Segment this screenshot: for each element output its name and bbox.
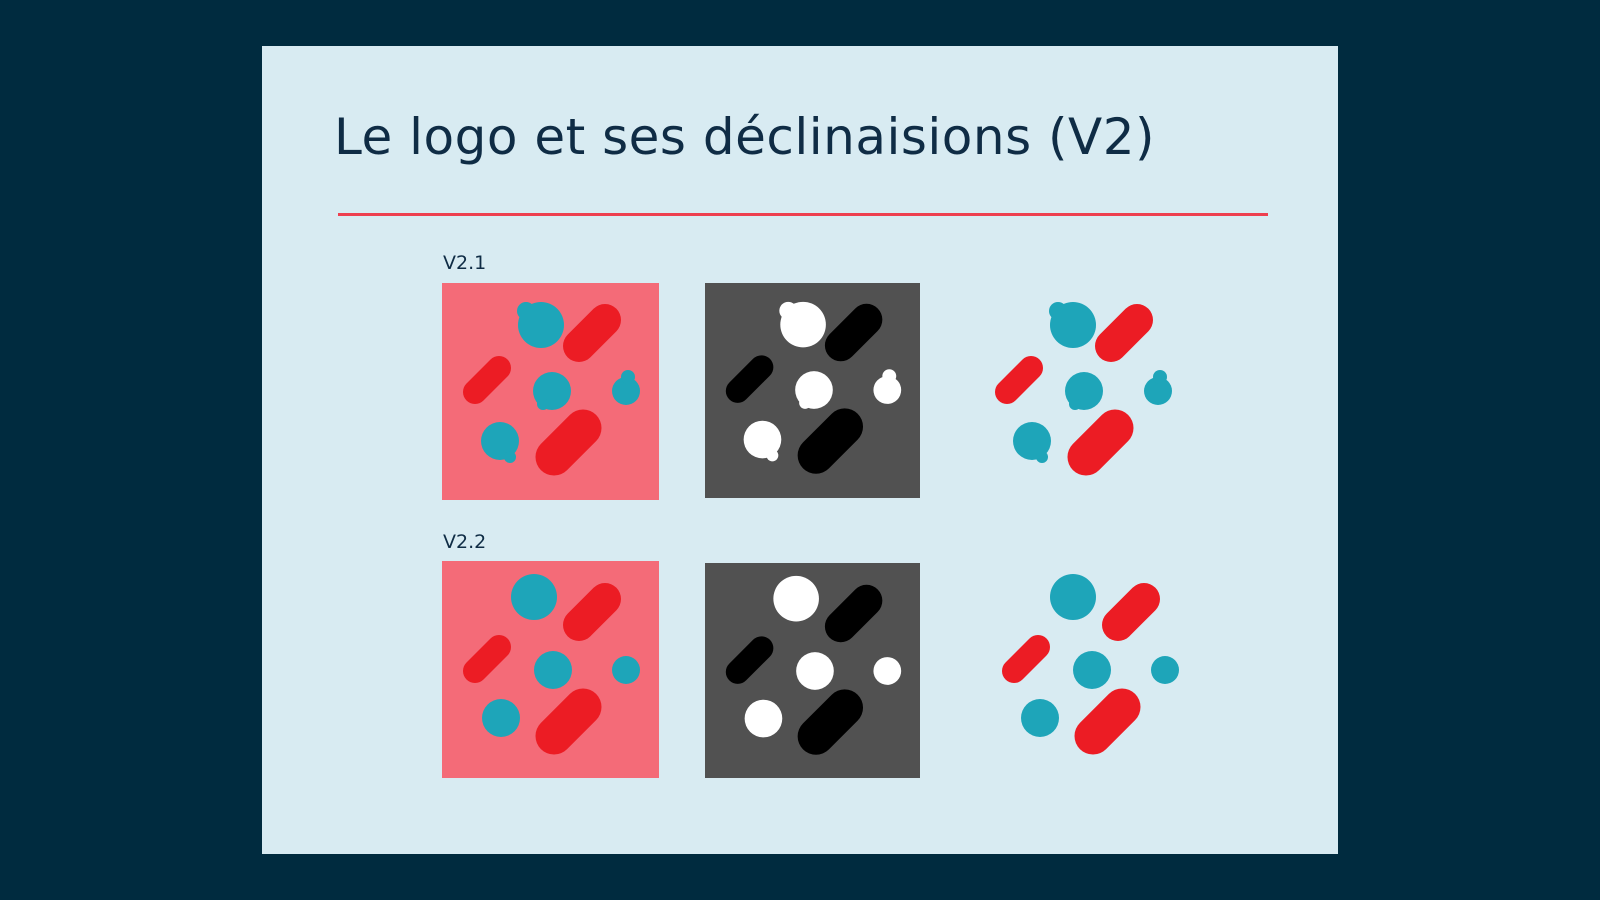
slide: Le logo et ses déclinaisions (V2) V2.1 — [262, 46, 1338, 854]
logo-v2-1-transparent — [995, 302, 1172, 476]
title-divider — [338, 213, 1268, 216]
variant-label-v2-2: V2.2 — [443, 531, 487, 553]
variant-label-v2-1: V2.1 — [443, 252, 487, 274]
logo-v2-1-dark — [705, 283, 920, 498]
logo-v2-2-transparent — [1002, 574, 1179, 755]
logo-v2-1-coral — [442, 283, 659, 500]
logo-v2-2-dark — [705, 563, 920, 778]
slide-title: Le logo et ses déclinaisions (V2) — [334, 108, 1156, 166]
logo-v2-2-coral — [442, 561, 659, 778]
